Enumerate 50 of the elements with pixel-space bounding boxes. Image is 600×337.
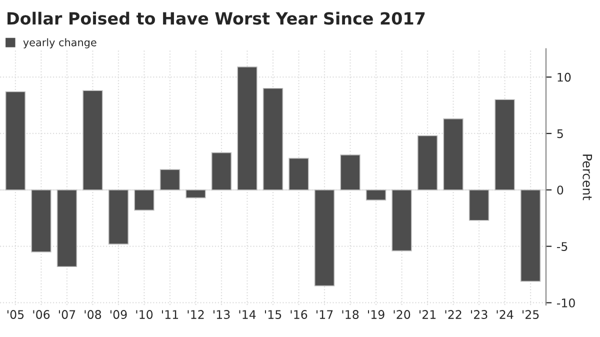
x-tick-label: '08	[84, 310, 102, 319]
x-tick-label: '05	[7, 310, 24, 319]
x-tick-label: '16	[290, 310, 308, 319]
x-tick-label: '20	[394, 310, 410, 319]
x-tick-label: '22	[445, 310, 462, 319]
x-tick-label: '10	[136, 310, 153, 319]
bar	[211, 152, 232, 190]
bar	[520, 189, 541, 282]
bar	[5, 91, 26, 190]
x-tick-label: '07	[58, 310, 76, 319]
x-tick-label: '24	[496, 310, 514, 319]
x-tick-label: '23	[471, 310, 488, 319]
bar	[237, 66, 258, 190]
x-tick-label: '15	[265, 310, 282, 319]
x-tick-label: '25	[522, 310, 539, 319]
bar	[160, 169, 180, 190]
bar	[288, 158, 309, 190]
chart-title: Dollar Poised to Have Worst Year Since 2017	[8, 12, 425, 25]
x-tick-label: '12	[188, 310, 204, 319]
bar	[494, 99, 515, 190]
legend-label: yearly change	[23, 38, 96, 48]
x-tick-label: '06	[33, 310, 50, 319]
y-tick-label: 0	[557, 186, 564, 195]
bar	[417, 135, 438, 190]
x-tick-label: '09	[110, 310, 127, 319]
y-tick-label: 10	[558, 72, 571, 82]
bar	[340, 154, 360, 190]
x-tick-label: '17	[316, 310, 333, 319]
x-tick-label: '19	[368, 310, 384, 319]
bar	[468, 189, 490, 221]
y-tick-label: -5	[556, 242, 568, 251]
x-tick-label: '11	[162, 310, 178, 319]
bar	[186, 189, 206, 198]
bar	[262, 88, 284, 190]
bar	[134, 189, 154, 211]
y-tick-label: 5	[557, 129, 563, 138]
x-tick-label: '21	[420, 310, 436, 319]
y-tick-label: -10	[556, 298, 575, 308]
bar	[443, 118, 464, 190]
bar	[366, 189, 386, 200]
bar	[314, 189, 335, 286]
y-axis-title: Percent	[582, 154, 592, 200]
x-tick-label: '18	[342, 310, 359, 319]
x-tick-label: '14	[239, 310, 256, 319]
x-tick-label: '13	[213, 310, 230, 319]
bar	[56, 189, 78, 268]
bar	[108, 189, 129, 244]
bar	[82, 90, 103, 190]
bar	[392, 189, 412, 252]
bar	[31, 189, 52, 252]
